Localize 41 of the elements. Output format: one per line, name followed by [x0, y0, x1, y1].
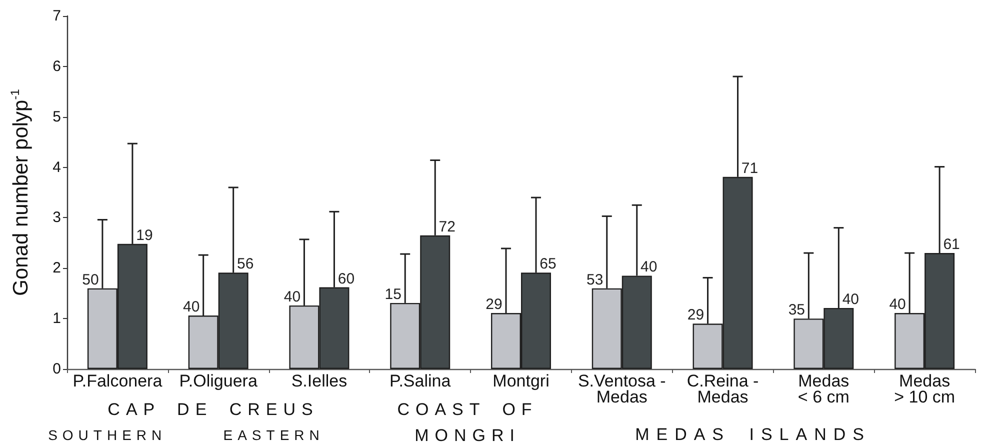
annotation: 19: [136, 226, 153, 244]
x-tick-label: P.Oliguera: [179, 372, 258, 390]
x-tick-label: Medas < 6 cm: [798, 372, 850, 406]
y-axis-title: Gonad number polyp-1: [8, 88, 32, 296]
annotation: 15: [384, 286, 402, 303]
annotation: 71: [741, 160, 758, 177]
annotation: 35: [788, 302, 806, 319]
annotation: 40: [182, 298, 200, 316]
x-tick-label: S.Ielles: [291, 372, 348, 390]
y-tick-label: 4: [52, 158, 61, 176]
x-tick-label: P.Salina: [390, 372, 452, 390]
annotation: 56: [236, 256, 254, 273]
annotation: 29: [687, 306, 704, 324]
y-tick-label: 0: [52, 360, 61, 378]
y-tick-label: 2: [52, 260, 61, 277]
annotation: 60: [338, 270, 355, 288]
y-tick-label: 6: [52, 58, 61, 75]
annotation: 40: [842, 290, 860, 308]
x-tick-label: C.Reina - Medas: [686, 372, 759, 406]
annotation: 65: [540, 256, 556, 273]
y-tick-label: 7: [52, 8, 61, 24]
text: EASTERN: [223, 427, 324, 443]
text: CAP DE CREUS: [108, 400, 319, 419]
y-tick-label: 3: [52, 209, 61, 226]
y-tick-label: 5: [52, 108, 61, 126]
annotation: 50: [82, 271, 99, 288]
annotation: 61: [943, 236, 960, 254]
x-tick-label: Medas > 10 cm: [894, 372, 956, 406]
x-tick-label: S.Ventosa - Medas: [578, 372, 666, 406]
x-tick-label: P.Falconera: [72, 372, 163, 390]
text: SOUTHERN: [48, 427, 167, 443]
annotation: 53: [586, 271, 604, 288]
text: MEDAS ISLANDS: [635, 425, 871, 444]
annotation: 29: [486, 296, 502, 314]
annotation: 40: [889, 296, 906, 314]
x-tick-label: Montgri: [492, 372, 550, 390]
annotation: 40: [640, 258, 658, 276]
text: COAST OF MONGRI: [397, 400, 538, 445]
y-tick-label: 1: [52, 310, 61, 328]
annotation: 72: [438, 218, 456, 236]
annotation: 40: [284, 288, 301, 306]
